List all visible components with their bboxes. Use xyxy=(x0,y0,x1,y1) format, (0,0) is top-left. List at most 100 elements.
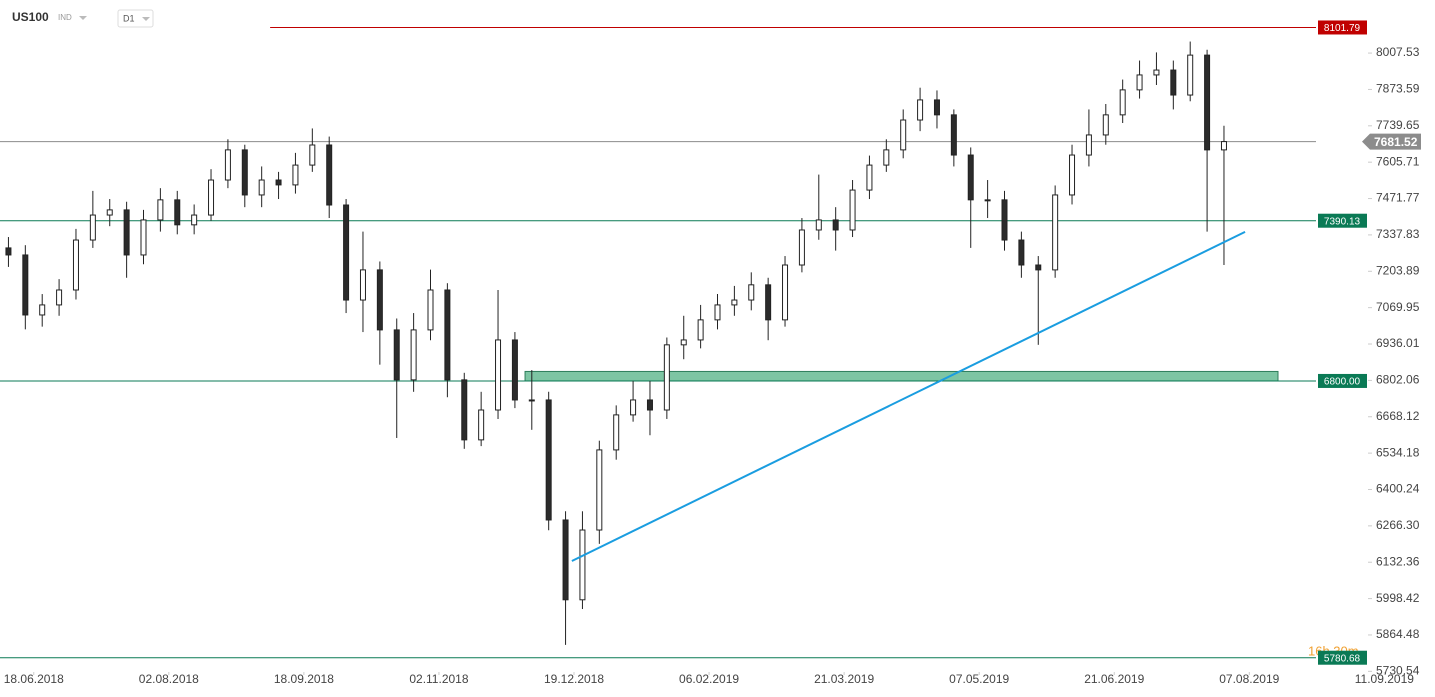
y-tick-label: 6534.18 xyxy=(1376,445,1420,459)
candle-body xyxy=(815,219,822,231)
y-tick-label: 6132.36 xyxy=(1376,554,1420,568)
candle-body xyxy=(917,99,924,121)
candle-body xyxy=(714,304,721,321)
candle-body xyxy=(444,289,451,381)
y-tick-label: 6266.30 xyxy=(1376,518,1420,532)
x-tick-label: 19.12.2018 xyxy=(544,672,604,686)
candle-body xyxy=(1119,89,1126,116)
candle-body xyxy=(545,399,552,521)
dropdown-arrow[interactable] xyxy=(142,17,150,21)
y-tick-label: 7069.95 xyxy=(1376,300,1420,314)
level-label: 5780.68 xyxy=(1324,653,1361,664)
y-tick-label: 7873.59 xyxy=(1376,82,1420,96)
candle-body xyxy=(748,284,755,301)
candle-body xyxy=(224,149,231,181)
dropdown-arrow[interactable] xyxy=(79,16,87,20)
candle-body xyxy=(782,264,789,321)
candle-body xyxy=(596,449,603,531)
candle-body xyxy=(275,179,282,186)
candle-body xyxy=(579,529,586,601)
candle-body xyxy=(56,289,63,306)
candle-body xyxy=(359,269,366,301)
y-tick-label: 6936.01 xyxy=(1376,336,1420,350)
candle-body xyxy=(984,199,991,202)
candle-body xyxy=(832,219,839,231)
x-tick-label: 21.06.2019 xyxy=(1084,672,1144,686)
x-tick-label: 18.06.2018 xyxy=(4,672,64,686)
candle-body xyxy=(22,254,29,316)
x-tick-label: 02.08.2018 xyxy=(139,672,199,686)
candle-body xyxy=(630,399,637,416)
candle-body xyxy=(1220,141,1227,151)
candle-body xyxy=(478,409,485,441)
candle-body xyxy=(562,519,569,601)
level-label: 7390.13 xyxy=(1324,216,1361,227)
candle-body xyxy=(883,149,890,166)
y-tick-label: 7605.71 xyxy=(1376,154,1420,168)
y-tick-label: 7739.65 xyxy=(1376,118,1420,132)
candle-body xyxy=(140,219,147,256)
candle-body xyxy=(89,214,96,241)
level-tag xyxy=(1318,213,1367,228)
level-tag xyxy=(1318,650,1367,665)
candle-body xyxy=(1102,114,1109,136)
candle-body xyxy=(765,284,772,321)
candle-body xyxy=(900,119,907,151)
y-tick-label: 7337.83 xyxy=(1376,227,1420,241)
candle-body xyxy=(950,114,957,156)
candle-body xyxy=(1018,239,1025,266)
candle-body xyxy=(427,289,434,331)
level-tag xyxy=(1318,20,1367,35)
candle-body xyxy=(680,339,687,346)
x-tick-label: 07.08.2019 xyxy=(1219,672,1279,686)
candle-body xyxy=(1187,54,1194,96)
candle-body xyxy=(866,164,873,191)
x-tick-label: 21.03.2019 xyxy=(814,672,874,686)
candle-body xyxy=(1204,54,1211,151)
x-tick-label: 18.09.2018 xyxy=(274,672,334,686)
candle-body xyxy=(1170,69,1177,96)
support-zone xyxy=(524,370,1279,382)
level-tag xyxy=(1318,373,1367,388)
candle-body xyxy=(663,344,670,411)
candle-body xyxy=(1153,69,1160,76)
candle-body xyxy=(241,149,248,196)
candle-body xyxy=(613,414,620,451)
candle-body xyxy=(174,199,181,226)
candle-body xyxy=(849,189,856,231)
candle-body xyxy=(208,179,215,216)
y-tick-label: 7203.89 xyxy=(1376,263,1420,277)
interval-box[interactable] xyxy=(117,9,154,28)
candle-body xyxy=(292,164,299,186)
x-tick-label: 11.09.2019 xyxy=(1355,672,1414,686)
y-tick-label: 5998.42 xyxy=(1376,591,1420,605)
candle-body xyxy=(1085,134,1092,156)
candle-body xyxy=(5,247,12,256)
candle-body xyxy=(511,339,518,401)
candle-body xyxy=(72,239,79,291)
candle-body xyxy=(326,144,333,206)
candle-body xyxy=(376,269,383,331)
candle-body xyxy=(191,214,198,226)
candle-body xyxy=(1052,194,1059,271)
interval[interactable]: D1 xyxy=(123,13,135,23)
y-tick-label: 5864.48 xyxy=(1376,627,1420,641)
candle-body xyxy=(697,319,704,341)
y-tick-label: 6400.24 xyxy=(1376,482,1420,496)
candle-body xyxy=(933,99,940,116)
candle-body xyxy=(343,204,350,301)
candle-body xyxy=(1001,199,1008,241)
candle-body xyxy=(393,329,400,381)
y-tick-label: 6802.06 xyxy=(1376,373,1420,387)
level-label: 8101.79 xyxy=(1324,23,1361,34)
market[interactable]: IND xyxy=(58,13,72,22)
candle-body xyxy=(39,304,46,316)
candle-body xyxy=(798,229,805,266)
y-tick-label: 6668.12 xyxy=(1376,409,1420,423)
current-price-tag xyxy=(1362,133,1421,150)
candle-body xyxy=(106,209,113,216)
candle-body xyxy=(1035,264,1042,271)
x-tick-label: 07.05.2019 xyxy=(949,672,1009,686)
current-price-label: 7681.52 xyxy=(1374,135,1418,149)
x-tick-label: 02.11.2018 xyxy=(409,672,468,686)
